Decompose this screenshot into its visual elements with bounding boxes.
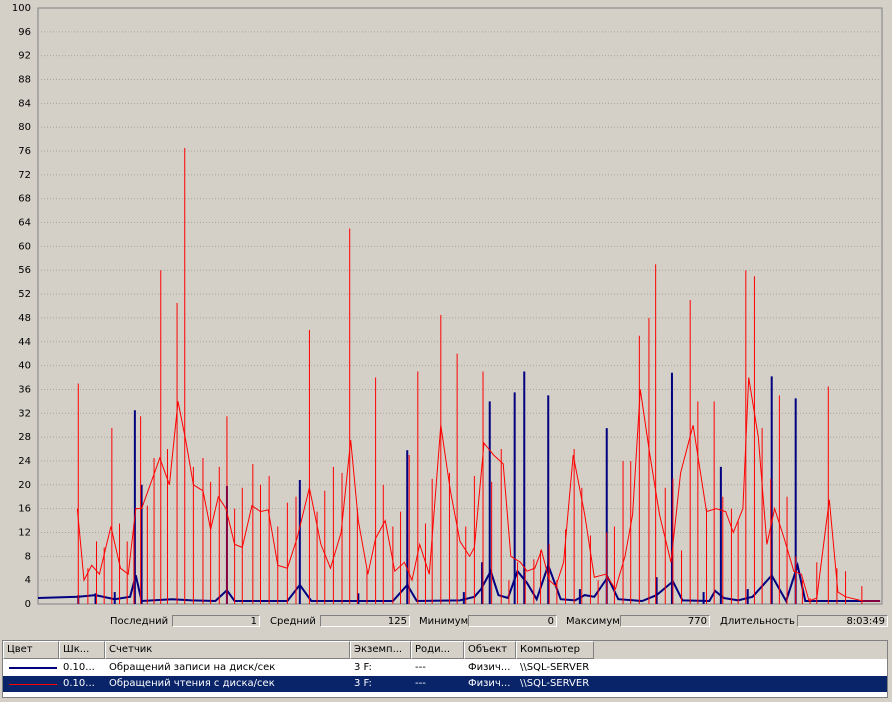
y-tick-label: 96 [18, 27, 31, 38]
avg-label: Средний [270, 616, 316, 627]
parent-cell: --- [415, 662, 426, 673]
y-tick-label: 36 [18, 384, 31, 395]
y-tick-label: 24 [18, 456, 31, 467]
counter-cell: Обращений записи на диск/сек [109, 662, 276, 673]
col-counter[interactable]: Счетчик [105, 641, 350, 659]
y-tick-label: 44 [18, 337, 31, 348]
object-cell: Физич... [468, 662, 511, 673]
series-line [76, 377, 881, 602]
y-tick-label: 32 [18, 408, 31, 419]
y-tick-label: 72 [18, 170, 31, 181]
min-value: 0 [468, 615, 557, 627]
duration-value: 8:03:49 [797, 615, 888, 627]
y-tick-label: 0 [25, 599, 31, 610]
scale-cell: 0.10... [63, 678, 95, 689]
parent-cell: --- [415, 678, 426, 689]
color-swatch [9, 667, 57, 669]
y-tick-label: 100 [12, 3, 31, 14]
instance-cell: 3 F: [354, 678, 372, 689]
min-label: Минимум [419, 616, 469, 627]
avg-value: 125 [320, 615, 410, 627]
col-scale[interactable]: Шк... [59, 641, 105, 659]
last-value: 1 [172, 615, 260, 627]
legend-row[interactable]: 0.10... Обращений записи на диск/сек 3 F… [3, 660, 887, 676]
y-tick-label: 4 [25, 575, 31, 586]
y-tick-label: 56 [18, 265, 31, 276]
col-instance[interactable]: Экземп... [350, 641, 411, 659]
max-value: 770 [620, 615, 710, 627]
scale-cell: 0.10... [63, 662, 95, 673]
y-tick-label: 64 [18, 218, 31, 229]
computer-cell: \\SQL-SERVER [520, 678, 590, 689]
y-tick-label: 80 [18, 122, 31, 133]
col-computer[interactable]: Компьютер [516, 641, 594, 659]
instance-cell: 3 F: [354, 662, 372, 673]
y-tick-label: 68 [18, 194, 31, 205]
y-tick-label: 88 [18, 75, 31, 86]
y-tick-label: 16 [18, 504, 31, 515]
y-tick-label: 20 [18, 480, 31, 491]
counter-cell: Обращений чтения с диска/сек [109, 678, 275, 689]
graph-svg: 0481216202428323640444852566064687276808… [12, 3, 883, 610]
col-color[interactable]: Цвет [3, 641, 59, 659]
y-tick-label: 60 [18, 241, 31, 252]
performance-graph[interactable]: 0 4 8 12 16 20 24 28 32 36 40 44 48 52 56 60 64 68 72 76 80 8… [0, 0, 892, 612]
y-tick-label: 40 [18, 361, 31, 372]
y-tick-label: 28 [18, 432, 31, 443]
color-swatch [9, 684, 57, 685]
stats-bar: Последний 1 Средний 125 Минимум 0 Максим… [0, 614, 892, 630]
col-object[interactable]: Объект [464, 641, 516, 659]
y-tick-label: 52 [18, 289, 31, 300]
y-tick-label: 48 [18, 313, 31, 324]
max-label: Максимум [566, 616, 620, 627]
y-tick-label: 12 [18, 527, 31, 538]
y-tick-label: 84 [18, 98, 31, 109]
duration-label: Длительность [720, 616, 795, 627]
y-tick-label: 76 [18, 146, 31, 157]
legend-row-selected[interactable]: 0.10... Обращений чтения с диска/сек 3 F… [3, 676, 887, 692]
legend-header: Цвет Шк... Счетчик Экземп... Роди... Объ… [3, 641, 887, 659]
col-parent[interactable]: Роди... [411, 641, 464, 659]
series-line [37, 561, 881, 604]
object-cell: Физич... [468, 678, 511, 689]
y-tick-label: 92 [18, 51, 31, 62]
y-tick-label: 8 [25, 551, 31, 562]
counter-legend[interactable]: Цвет Шк... Счетчик Экземп... Роди... Объ… [2, 640, 888, 698]
computer-cell: \\SQL-SERVER [520, 662, 590, 673]
plot-area [37, 7, 883, 605]
last-label: Последний [110, 616, 169, 627]
